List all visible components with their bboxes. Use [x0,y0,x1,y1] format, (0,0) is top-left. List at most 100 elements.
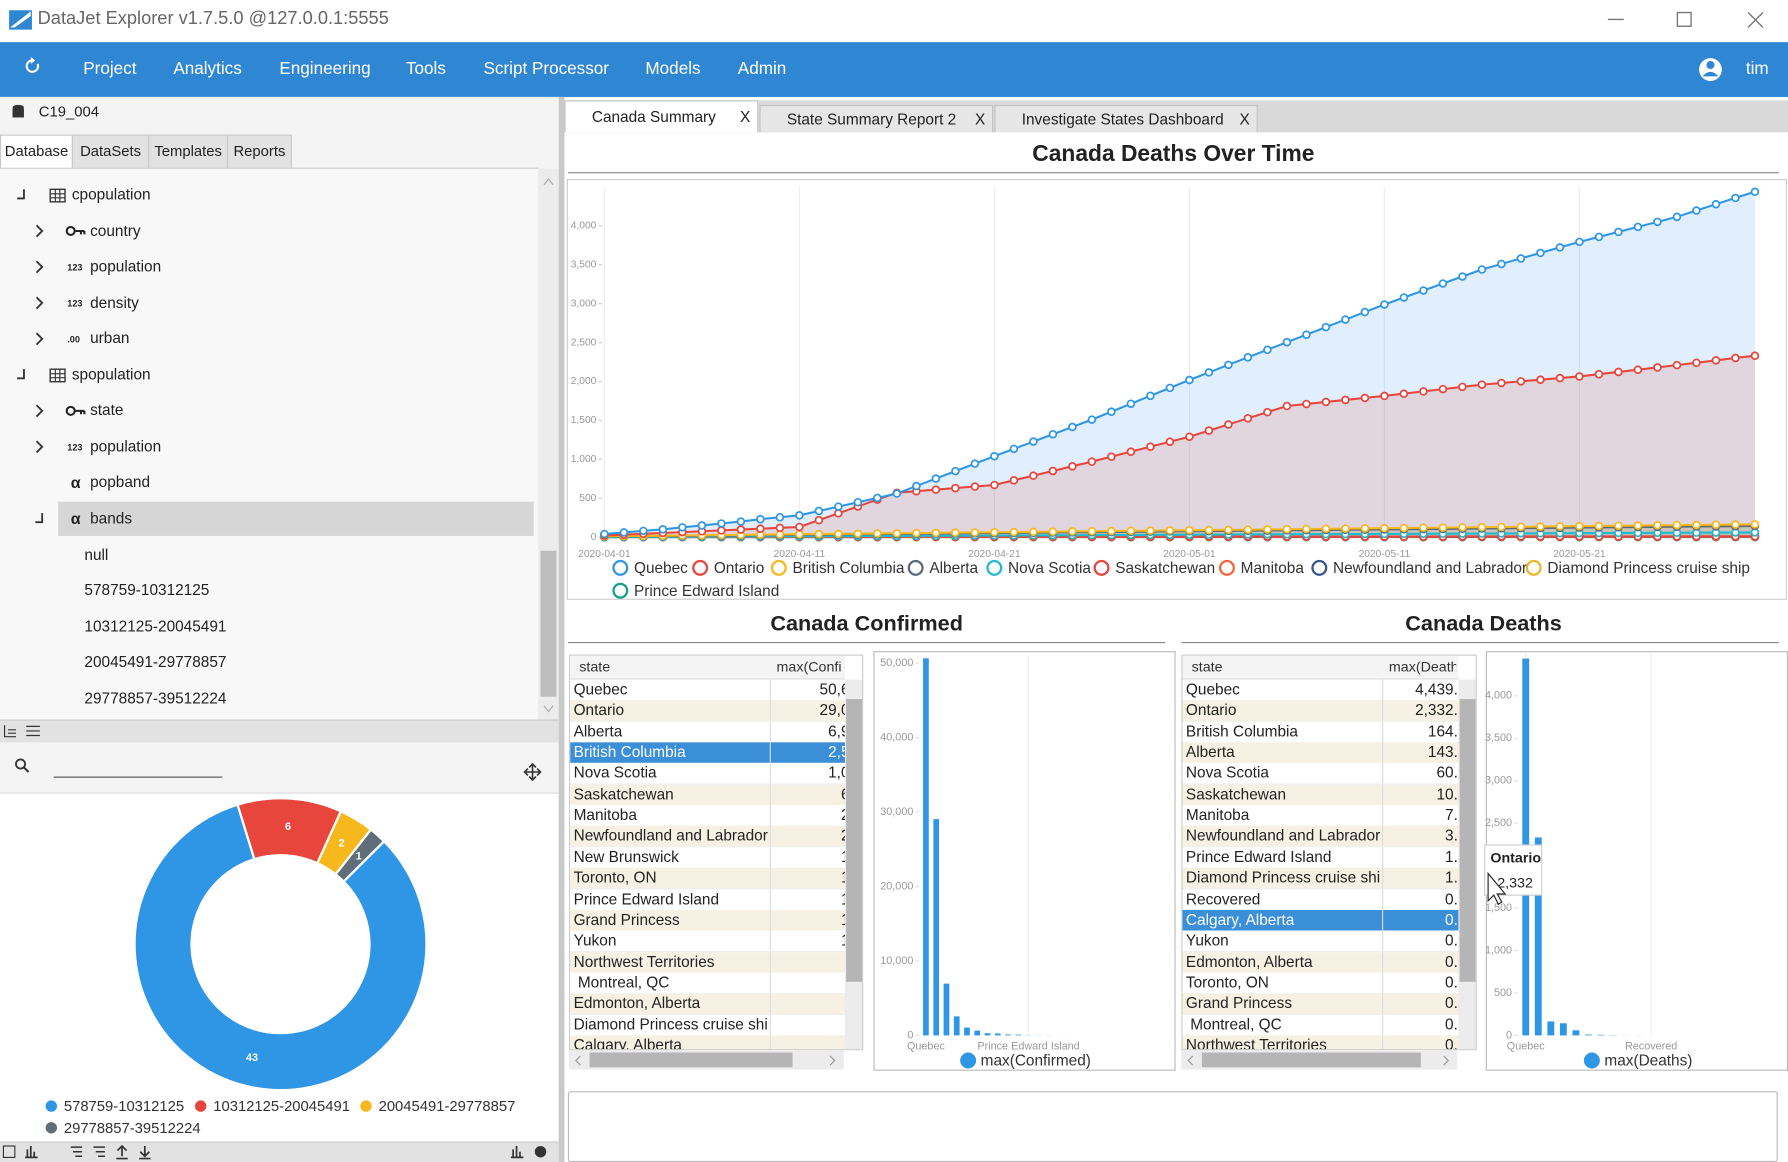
tab-label[interactable]: Canada Summary [591,108,716,126]
table-cell: Recovered [1185,890,1261,908]
table-cell-frame: 0.0 [1382,909,1460,931]
table-cell-frame [769,1035,846,1050]
table-cell-frame: 0.0 [1382,930,1460,952]
table-cell: 1 [841,847,846,868]
database-name: C19_004 [38,102,99,120]
table-cell: Alberta [1185,743,1235,761]
window-title: DataJet Explorer v1.7.5.0 @127.0.0.1:555… [37,9,389,29]
document-tab[interactable] [759,104,994,133]
tree-label[interactable]: null [84,545,109,563]
tree-toolbar [0,719,559,743]
table-cell: 0.0 [1445,1015,1460,1033]
tree-label[interactable]: spopulation [71,365,151,383]
menu-bar [0,42,1788,97]
tree-label[interactable]: 10312125-20045491 [84,617,227,635]
table-cell: 164.0 [1427,722,1460,740]
table-header [570,655,845,680]
table-cell-frame: 1,0 [769,763,846,784]
tree-label[interactable]: 29778857-39512224 [84,689,227,707]
table-cell: Toronto, ON [1185,973,1269,991]
table-header [1182,655,1459,680]
header-cell: state [1191,659,1223,676]
table-cell-frame: 0.0 [1382,1035,1460,1050]
menu-item[interactable]: Script Processor [483,59,609,79]
table-cell-frame: 2,5 [769,742,846,763]
table-cell: Grand Princess [1185,994,1293,1012]
table-cell: Yukon [1185,931,1229,949]
table-cell-frame: 6,9 [769,721,846,742]
sidebar-tab[interactable]: Reports [226,134,292,168]
document-tab[interactable] [994,104,1258,133]
table-cell: 0.0 [1445,1036,1460,1051]
tab-close[interactable]: X [740,108,751,126]
table-cell: Grand Princess [573,910,680,929]
table-cell: Newfoundland and Labrador [573,827,768,845]
table-cell-frame: 0.0 [1382,888,1460,910]
table-cell: Manitoba [1185,806,1250,824]
table-cell: 1,0 [828,764,846,782]
table-cell-frame: 0.0 [1382,993,1460,1015]
tree-label[interactable]: population [90,437,162,455]
tab-label[interactable]: State Summary Report 2 [786,110,957,128]
table-cell: 0.0 [1445,931,1460,949]
tree-label[interactable]: urban [90,329,130,347]
table-cell: 1 [841,868,846,889]
tree-label[interactable]: state [90,401,124,419]
tree-label[interactable]: country [90,221,141,239]
table-cell-frame: 29,0 [769,700,847,722]
menu-item[interactable]: Models [645,59,701,79]
tree-label[interactable]: density [90,293,139,311]
table-cell-frame: 0.0 [1382,1014,1460,1035]
header-cell: max(Death [1388,659,1457,676]
table-cell: Prince Edward Island [1185,848,1332,866]
table-cell: Montreal, QC [1185,1015,1282,1033]
tree-label[interactable]: 20045491-29778857 [84,653,227,671]
table-cell: 29,0 [819,701,847,719]
table-cell: 1 [841,889,846,910]
menu-item[interactable]: Analytics [173,59,242,79]
table-cell: Manitoba [573,806,637,824]
tree-label[interactable]: popband [90,473,151,491]
table-cell-frame: 1 [769,867,846,889]
table-row [570,1035,845,1050]
table-cell-frame: 3.0 [1382,826,1460,847]
menu-item[interactable]: Admin [737,59,787,79]
table-cell: Nova Scotia [573,764,657,782]
table-cell: British Columbia [573,743,686,761]
table-cell: Saskatchewan [1185,785,1287,803]
tree-label[interactable]: cpopulation [71,185,151,203]
tab-label[interactable]: Investigate States Dashboard [1021,110,1224,128]
table-cell: 2 [841,826,846,847]
table-cell: Prince Edward Island [573,890,720,908]
tab-close[interactable]: X [1239,110,1250,128]
sidebar-tab[interactable]: DataSets [71,134,150,168]
menu-item[interactable]: Engineering [279,59,371,79]
tree-label[interactable]: bands [90,509,133,527]
table-cell-frame: 0.0 [1382,972,1460,994]
table-cell: 0.0 [1445,890,1460,908]
menu-item[interactable]: Project [83,59,137,79]
user-name[interactable]: tim [1745,59,1769,79]
table-cell: 3.0 [1445,827,1460,845]
sidebar-tab[interactable]: Database [0,134,73,168]
title-rule [567,172,1779,174]
line-chart-title: Canada Deaths Over Time [1032,141,1315,167]
table-cell: 50,6 [819,680,847,698]
section-title: Canada Confirmed [770,612,963,637]
table-cell: 6 [841,784,846,805]
table-cell: Northwest Territories [1185,1036,1327,1051]
table-cell: 1 [841,931,846,952]
table-cell-frame: 1 [769,847,846,868]
table-cell-frame: 7.0 [1382,805,1460,826]
table-cell-frame [769,972,846,994]
menu-item[interactable]: Tools [405,59,446,79]
tree-label[interactable]: 578759-10312125 [84,581,210,599]
table-cell: New Brunswick [573,848,679,866]
table-cell: 4,439.0 [1415,680,1460,698]
tree-label[interactable]: population [90,257,162,275]
table-cell: Ontario [1185,701,1237,719]
document-tab[interactable] [564,100,759,133]
tab-close[interactable]: X [974,110,986,128]
sidebar-tab[interactable]: Templates [148,134,229,168]
v-scroll-thumb [846,699,863,982]
